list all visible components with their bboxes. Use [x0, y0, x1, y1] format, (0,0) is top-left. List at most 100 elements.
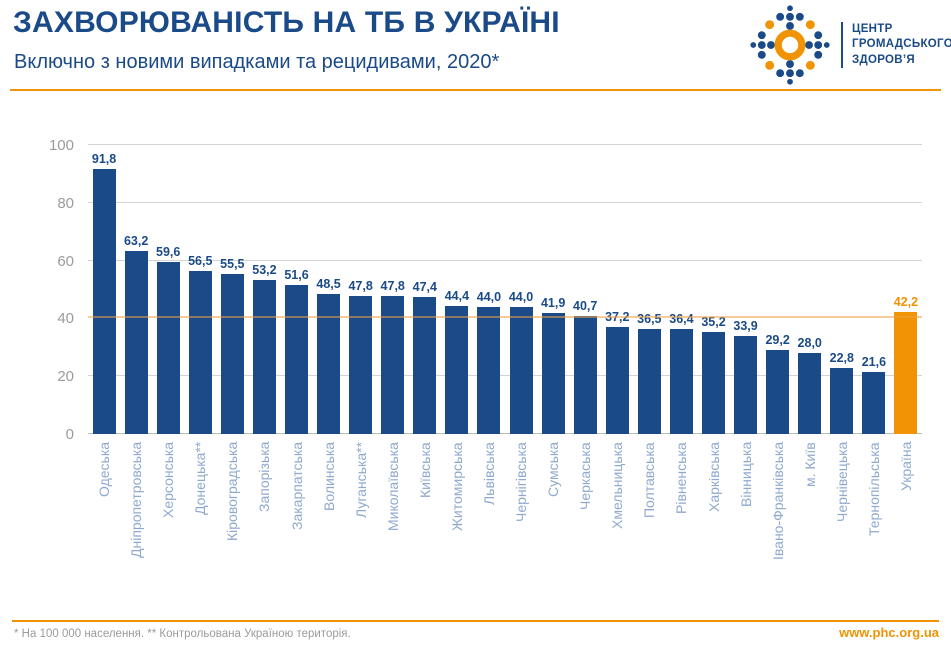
bar-value-label: 47,4 [412, 280, 437, 295]
bar-region [413, 297, 437, 434]
category-label: Миколаївська [384, 442, 401, 531]
bar-value-label: 41,9 [540, 295, 566, 310]
bar-value-label: 56,5 [188, 253, 213, 268]
bar-region [605, 326, 629, 434]
category-label: Чернівецька [833, 442, 850, 523]
bar-value-label: 63,2 [123, 234, 149, 249]
bar-region [220, 273, 244, 434]
bar-value-label: 21,6 [861, 354, 887, 369]
bar-value-label: 51,6 [284, 267, 309, 282]
logo-divider [841, 22, 843, 68]
bar-region [445, 305, 469, 434]
org-name-line-3: ЗДОРОВ’Я [852, 53, 915, 66]
bar-region [381, 295, 405, 434]
bar-value-label: 59,6 [156, 244, 181, 259]
bar-ukraine-total [894, 312, 918, 434]
bar-value-label: 55,5 [220, 256, 245, 271]
bar-region [317, 293, 341, 434]
bar-region [862, 371, 886, 434]
phc-logo-icon [750, 5, 830, 85]
gridline [88, 375, 922, 377]
bar-value-label: 44,0 [508, 289, 534, 304]
category-label: Сумська [545, 442, 562, 498]
category-label: Дніпропетровська [128, 442, 145, 559]
category-label: Чернігівська [513, 442, 530, 522]
category-label: Україна [897, 442, 914, 492]
bar-value-label: 48,5 [316, 276, 341, 291]
org-name-line-1: ЦЕНТР [852, 23, 893, 36]
category-label: Херсонська [160, 442, 177, 519]
footnote: * На 100 000 населення. ** Контрольована… [14, 628, 351, 640]
bar-region [573, 316, 597, 434]
bar-value-label: 40,7 [573, 299, 598, 314]
bar-value-label: 29,2 [765, 332, 790, 347]
category-label: Тернопільська [865, 442, 882, 536]
category-label: м. Київ [801, 442, 818, 487]
category-label: Івано-Франківська [769, 442, 786, 561]
bar-value-label: 47,8 [380, 278, 405, 293]
org-name: ЦЕНТР ГРОМАДСЬКОГО ЗДОРОВ’Я [852, 22, 951, 68]
category-label: Львівська [480, 442, 497, 505]
bar-region [124, 251, 148, 434]
category-label: Харківська [705, 442, 722, 512]
phc-logo: ЦЕНТР ГРОМАДСЬКОГО ЗДОРОВ’Я [748, 3, 951, 87]
category-label: Вінницька [737, 442, 754, 508]
category-label: Волинська [320, 442, 337, 512]
category-label: Запорізька [256, 442, 273, 513]
bar-region [252, 280, 276, 434]
bar-region [349, 295, 373, 434]
y-axis-tick-label: 40 [57, 310, 74, 328]
category-label: Рівненська [673, 442, 690, 514]
bar-value-label: 42,2 [893, 295, 919, 310]
bar-value-label: 35,2 [701, 315, 726, 330]
bar-region [188, 270, 212, 434]
category-label: Закарпатська [288, 442, 305, 531]
y-axis-tick-label: 100 [48, 137, 74, 154]
bar-region [702, 332, 725, 434]
bar-region [830, 368, 854, 434]
bar-value-label: 33,9 [733, 319, 758, 334]
bar-region [734, 336, 758, 434]
bar-region [477, 306, 501, 434]
category-label: Кіровоградська [224, 442, 241, 542]
category-label: Київська [416, 442, 433, 498]
reference-gridline [88, 316, 922, 319]
bar-value-label: 22,8 [829, 351, 854, 366]
y-axis-tick-label: 80 [57, 194, 74, 212]
bar-value-label: 28,0 [797, 336, 822, 351]
bar-value-label: 36,5 [637, 311, 662, 326]
bar-value-label: 44,4 [444, 288, 470, 303]
header-divider [10, 89, 941, 91]
bar-region [509, 306, 533, 434]
gridline [88, 433, 922, 434]
category-label: Одеська [96, 442, 113, 498]
bar-value-label: 36,4 [669, 311, 694, 326]
category-label: Черкаська [577, 442, 594, 510]
bar-region [766, 349, 790, 434]
bar-region [285, 284, 308, 434]
bar-region [541, 312, 565, 434]
category-label: Житомирська [448, 442, 465, 531]
bar-chart: 0 20 40 60 80 100 91,8 Одеська 63,2 Дніпропетровс… [49, 137, 922, 560]
page-title: ЗАХВОРЮВАНІСТЬ НА ТБ В УКРАЇНІ [13, 6, 560, 39]
bar-region [669, 328, 693, 434]
bar-region [92, 168, 116, 434]
gridline [88, 259, 922, 261]
y-axis-tick-label: 60 [57, 252, 74, 270]
y-axis-tick-label: 0 [65, 426, 74, 443]
bar-value-label: 44,0 [476, 289, 502, 304]
website-link[interactable]: www.phc.org.ua [839, 625, 939, 640]
y-axis-tick-label: 20 [57, 368, 74, 386]
category-label: Донецька** [192, 442, 209, 516]
bar-value-label: 47,8 [348, 278, 373, 293]
category-label: Полтавська [641, 442, 658, 518]
bar-region [156, 261, 180, 434]
page-subtitle: Включно з новими випадками та рецидивами… [14, 51, 500, 73]
category-label: Хмельницька [609, 442, 626, 529]
category-label: Луганська** [352, 442, 369, 519]
bar-region [637, 328, 661, 434]
bar-value-label: 91,8 [91, 151, 117, 166]
org-name-line-2: ГРОМАДСЬКОГО [852, 38, 951, 51]
bar-value-label: 53,2 [252, 263, 277, 278]
